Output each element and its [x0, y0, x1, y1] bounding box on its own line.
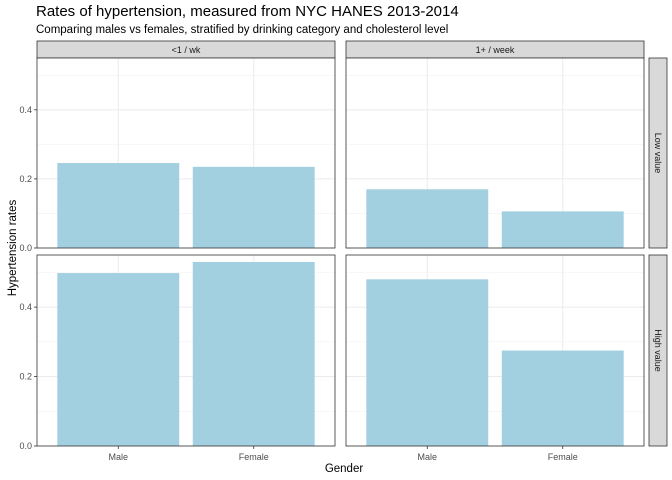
x-tick-label-male: Male [109, 452, 129, 462]
panel-border [36, 57, 336, 249]
y-tick-label: 0.2 [19, 372, 32, 382]
y-tick-label: 0.4 [19, 105, 32, 115]
x-axis-title: Gender [325, 463, 364, 475]
panel-border [345, 254, 645, 447]
bar-1-wk-high-value-male [57, 273, 180, 446]
y-tick-label: 0.0 [19, 441, 32, 451]
bar-1-week-low-value-male [366, 189, 489, 248]
x-tick-label-male: Male [418, 452, 438, 462]
bar-1-week-low-value-female [501, 211, 624, 248]
y-tick-label: 0.2 [19, 174, 32, 184]
panel-border [36, 254, 336, 447]
chart-subtitle: Comparing males vs females, stratified b… [36, 24, 448, 36]
facet-strip-row-low-value [648, 57, 668, 249]
y-axis-title: Hypertension rates [7, 199, 19, 296]
facet-strip-label-col-1-wk: <1 / wk [172, 45, 201, 55]
panel-1-week-low-value [345, 57, 645, 249]
bar-1-week-high-value-male [366, 279, 489, 446]
facet-strip-row-high-value [648, 254, 668, 447]
bar-1-week-high-value-female [501, 350, 624, 446]
panel-1-week-high-value: Male Female [345, 254, 645, 462]
panel-1-wk-low-value: 0.0 0.2 0.4 [19, 57, 336, 253]
x-tick-label-female: Female [239, 452, 269, 462]
facet-strip-label-col-1-week: 1+ / week [476, 45, 515, 55]
bar-1-wk-low-value-male [57, 163, 180, 248]
bar-1-wk-low-value-female [192, 166, 315, 248]
y-tick-label: 0.4 [19, 302, 32, 312]
facet-strip-label-row-high-value: High value [653, 329, 663, 372]
facet-strip-label-row-low-value: Low value [653, 133, 663, 174]
panel-border [345, 57, 645, 249]
chart-title: Rates of hypertension, measured from NYC… [36, 3, 459, 20]
bar-1-wk-high-value-female [192, 261, 315, 446]
y-tick-label: 0.0 [19, 243, 32, 253]
x-tick-label-female: Female [548, 452, 578, 462]
panel-1-wk-high-value: 0.0 0.2 0.4 Male Female [19, 254, 336, 462]
